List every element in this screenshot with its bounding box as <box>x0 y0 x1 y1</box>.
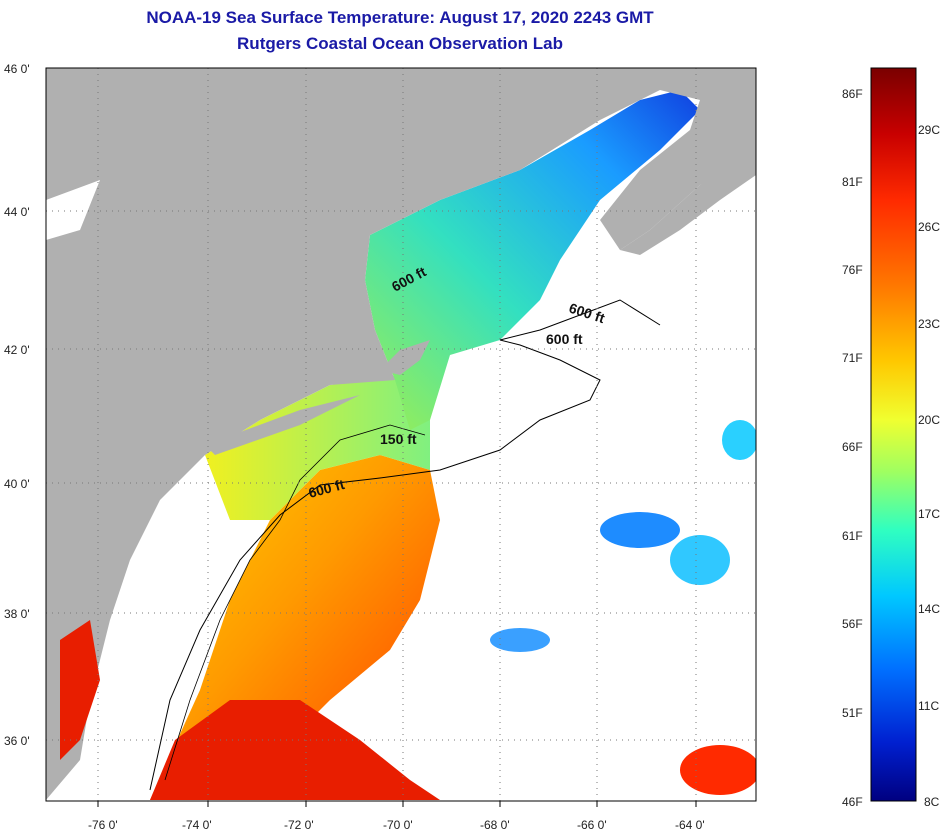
map-frame <box>45 67 757 802</box>
colorbar-c-label: 11C <box>918 699 939 713</box>
offshore-patch <box>490 628 550 652</box>
lat-tick-label: 44 0' <box>4 205 30 219</box>
colorbar-f-label: 76F <box>842 263 863 277</box>
lon-tick-label: -70 0' <box>383 818 413 832</box>
contour-150ft <box>164 424 426 781</box>
offshore-patch <box>600 512 680 548</box>
cape-cod-land <box>380 340 430 375</box>
map-subtitle: Rutgers Coastal Ocean Observation Lab <box>237 34 563 53</box>
land-mass <box>46 68 756 800</box>
colorbar-f-label: 66F <box>842 440 863 454</box>
colorbar-f-label: 61F <box>842 529 863 543</box>
offshore-patch <box>670 535 730 585</box>
gulf-stream-water <box>150 700 440 800</box>
colorbar <box>870 67 917 802</box>
colorbar-f-label: 86F <box>842 87 863 101</box>
colorbar-f-label: 81F <box>842 175 863 189</box>
map-area <box>46 68 756 801</box>
inland-cloud <box>46 180 100 240</box>
colorbar-c-label: 23C <box>918 317 940 331</box>
chesapeake-bay-water <box>60 620 100 760</box>
lat-tick-label: 36 0' <box>4 734 30 748</box>
map-title: NOAA-19 Sea Surface Temperature: August … <box>146 8 654 27</box>
offshore-patch <box>680 745 756 795</box>
lat-tick-label: 46 0' <box>4 62 30 76</box>
lon-tick-label: -72 0' <box>284 818 314 832</box>
contour-label: 600 ft <box>546 331 583 347</box>
colorbar-c-label: 14C <box>918 602 940 616</box>
colorbar-f-label: 56F <box>842 617 863 631</box>
lon-tick-label: -64 0' <box>675 818 705 832</box>
graticule <box>46 68 756 801</box>
lon-tick-label: -76 0' <box>88 818 118 832</box>
colorbar-f-label: 71F <box>842 351 863 365</box>
ny-bight-water <box>205 375 430 520</box>
lon-tick-label: -66 0' <box>577 818 607 832</box>
colorbar-c-label: 26C <box>918 220 940 234</box>
long-island-land <box>205 395 360 455</box>
lon-tick-label: -68 0' <box>480 818 510 832</box>
lat-tick-label: 40 0' <box>4 477 30 491</box>
colorbar-f-label: 46F <box>842 795 863 809</box>
colorbar-f-label: 51F <box>842 706 863 720</box>
colorbar-c-label: 17C <box>918 507 940 521</box>
offshore-patch <box>722 420 756 460</box>
colorbar-c-label: 8C <box>924 795 940 809</box>
lon-tick-label: -74 0' <box>182 818 212 832</box>
nova-scotia-land <box>620 150 756 255</box>
colorbar-c-label: 29C <box>918 123 940 137</box>
lat-tick-label: 42 0' <box>4 343 30 357</box>
contour-label: 150 ft <box>380 431 417 447</box>
contour-600ft-south <box>149 299 661 791</box>
colorbar-c-label: 20C <box>918 413 940 427</box>
gulf-of-maine-water <box>365 90 700 430</box>
lat-tick-label: 38 0' <box>4 607 30 621</box>
axis-ticks <box>97 801 697 807</box>
